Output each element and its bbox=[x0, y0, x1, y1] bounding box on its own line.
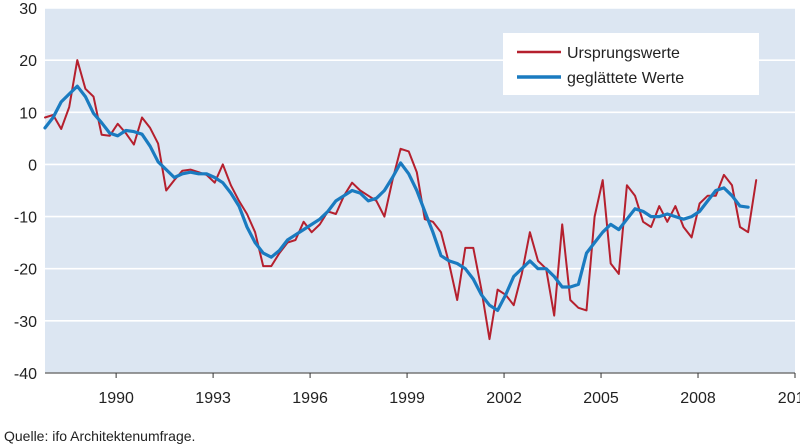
y-tick-label: 0 bbox=[28, 157, 37, 174]
y-tick-label: -10 bbox=[14, 210, 37, 227]
legend-box bbox=[503, 33, 759, 95]
y-tick-label: 10 bbox=[19, 105, 37, 122]
y-tick-label: -30 bbox=[14, 314, 37, 331]
x-axis-ticks: 1990 1993 1996 1999 2002 2005 2008 2011 bbox=[45, 372, 800, 407]
y-tick-label: -20 bbox=[14, 262, 37, 279]
legend-label: Ursprungswerte bbox=[567, 45, 680, 62]
x-tick-label: 2008 bbox=[680, 390, 716, 407]
series-line-geglaettete-werte bbox=[43, 84, 750, 312]
y-tick-label: -40 bbox=[14, 366, 37, 383]
x-tick-label: 1990 bbox=[98, 390, 134, 407]
series-line-ursprungswerte bbox=[44, 59, 758, 341]
x-tick-label: 2005 bbox=[583, 390, 619, 407]
y-tick-label: 20 bbox=[19, 53, 37, 70]
legend: Ursprungswerte geglättete Werte bbox=[503, 33, 759, 95]
y-axis-ticks: 30 20 10 0 -10 -20 -30 -40 bbox=[14, 1, 37, 383]
x-tick-label: 1996 bbox=[292, 390, 328, 407]
x-tick-label: 1999 bbox=[389, 390, 425, 407]
source-note: Quelle: ifo Architektenumfrage. bbox=[4, 428, 196, 444]
x-tick-label: 1993 bbox=[195, 390, 231, 407]
series-lines bbox=[43, 59, 758, 341]
y-tick-label: 30 bbox=[19, 1, 37, 18]
legend-label: geglättete Werte bbox=[567, 70, 684, 87]
x-tick-label: 2002 bbox=[486, 390, 522, 407]
x-tick-label: 2011 bbox=[778, 390, 800, 407]
